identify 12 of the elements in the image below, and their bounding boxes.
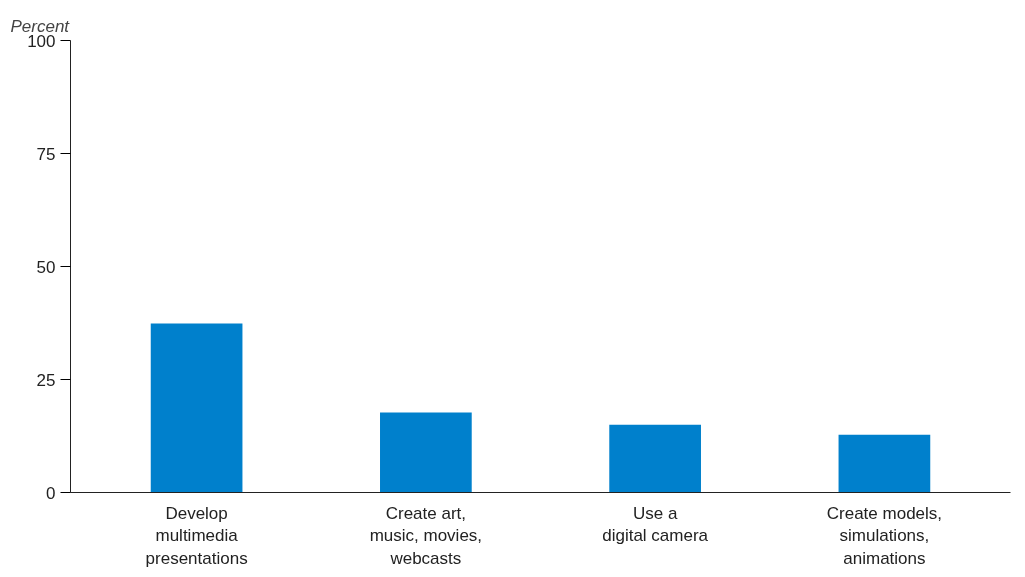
y-tick-label: 50 xyxy=(36,257,56,277)
x-tick-label: Develop multimedia presentations xyxy=(145,503,248,569)
bar xyxy=(380,412,472,493)
bar xyxy=(609,424,701,493)
x-tick-label: Use a digital camera xyxy=(602,503,709,546)
y-tick-label: 0 xyxy=(46,483,56,503)
y-tick-label: 75 xyxy=(36,144,56,164)
bar xyxy=(150,323,243,493)
bar xyxy=(838,434,931,493)
x-tick-label: Create models, simulations, animations xyxy=(826,503,943,569)
x-tick-label: Create art, music, movies, webcasts xyxy=(369,503,483,569)
y-tick-label: 25 xyxy=(36,370,56,390)
